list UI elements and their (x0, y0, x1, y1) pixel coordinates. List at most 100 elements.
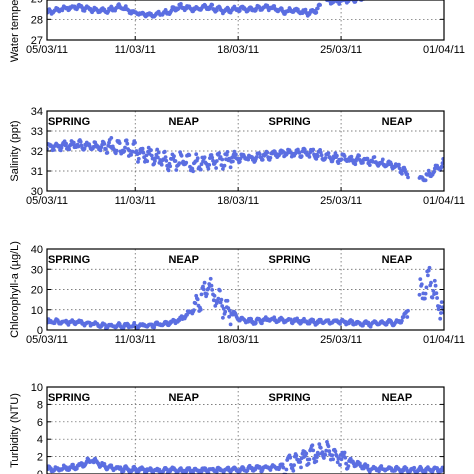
data-point (323, 453, 328, 457)
annotation-neap: NEAP (382, 254, 413, 266)
y-tick-label: 2 (37, 452, 43, 464)
data-point (439, 300, 444, 304)
data-point (221, 306, 226, 311)
data-point (172, 154, 176, 159)
x-tick-label: 01/04/11 (423, 44, 465, 56)
annotation-neap: NEAP (168, 392, 199, 404)
data-point (315, 154, 320, 159)
data-point (294, 453, 299, 458)
data-point (316, 452, 321, 456)
y-tick-label: 33 (31, 126, 43, 138)
data-point (424, 285, 429, 290)
annotation-spring: SPRING (48, 116, 90, 128)
data-point (176, 6, 181, 11)
data-point (366, 320, 371, 325)
data-point (277, 465, 282, 470)
series-points (47, 0, 372, 19)
data-point (124, 138, 129, 143)
data-point (272, 315, 277, 320)
data-point (207, 163, 212, 167)
data-point (64, 141, 68, 146)
data-point (361, 160, 365, 165)
data-point (231, 159, 235, 164)
data-point (209, 283, 214, 288)
data-point (156, 150, 161, 155)
data-point (406, 308, 410, 313)
data-point (105, 150, 110, 155)
data-point (98, 148, 103, 153)
y-tick-label: 20 (31, 285, 43, 297)
x-tick-label: 25/03/11 (320, 195, 362, 207)
data-point (440, 161, 444, 166)
panel-2: 30 31 32 33 34 05/03/11 11/03/11 18/03/11 25/03/… (9, 106, 465, 207)
data-point (431, 289, 436, 293)
data-point (314, 459, 319, 464)
data-point (297, 151, 302, 155)
x-tick-label: 11/03/11 (115, 195, 156, 207)
data-point (214, 8, 219, 13)
data-point (314, 10, 319, 15)
annotation-spring: SPRING (269, 116, 311, 128)
data-point (187, 153, 192, 158)
y-axis-label: Water tempera (9, 0, 21, 62)
data-point (284, 467, 289, 472)
data-point (406, 175, 410, 180)
data-point (76, 144, 81, 149)
x-tick-label: 11/03/11 (115, 44, 156, 56)
y-tick-label: 10 (31, 382, 43, 394)
data-point (216, 296, 221, 301)
data-point (435, 296, 439, 300)
data-point (330, 453, 335, 458)
data-point (344, 461, 348, 466)
data-point (141, 150, 146, 155)
data-point (218, 288, 222, 293)
data-point (192, 308, 196, 312)
data-point (397, 162, 401, 167)
data-point (199, 292, 204, 297)
data-point (150, 156, 155, 161)
data-point (234, 152, 238, 157)
data-point (322, 456, 326, 460)
y-axis-label: Turbidity (NTU) (9, 393, 21, 468)
data-point (307, 155, 312, 159)
y-tick-label: 0 (37, 469, 43, 474)
y-tick-label: 6 (37, 417, 43, 429)
data-point (353, 162, 358, 167)
x-tick-label: 18/03/11 (217, 334, 259, 346)
data-point (227, 314, 232, 319)
data-point (179, 153, 184, 158)
data-point (155, 147, 160, 152)
data-point (136, 160, 140, 164)
data-point (193, 301, 198, 306)
data-point (198, 167, 203, 172)
data-point (225, 298, 230, 303)
data-point (71, 140, 76, 145)
data-point (265, 150, 270, 155)
data-point (253, 321, 258, 325)
data-point (319, 153, 324, 158)
x-tick-label: 11/03/11 (115, 334, 156, 346)
data-point (331, 457, 335, 462)
data-point (181, 159, 186, 164)
data-point (343, 455, 348, 460)
data-point (335, 153, 339, 158)
data-point (82, 146, 87, 151)
data-point (133, 140, 137, 145)
data-point (221, 315, 225, 320)
data-point (174, 168, 179, 172)
data-point (191, 169, 196, 174)
data-point (201, 287, 206, 292)
data-point (80, 461, 85, 466)
data-point (228, 165, 233, 170)
data-point (302, 147, 307, 152)
data-point (220, 157, 225, 162)
data-point (339, 457, 344, 462)
data-point (169, 8, 174, 13)
plot-frame (46, 0, 445, 41)
data-point (335, 454, 339, 458)
data-point (311, 147, 316, 152)
data-point (291, 468, 296, 473)
series-points (47, 265, 444, 330)
data-point (315, 455, 319, 459)
data-point (163, 155, 168, 160)
